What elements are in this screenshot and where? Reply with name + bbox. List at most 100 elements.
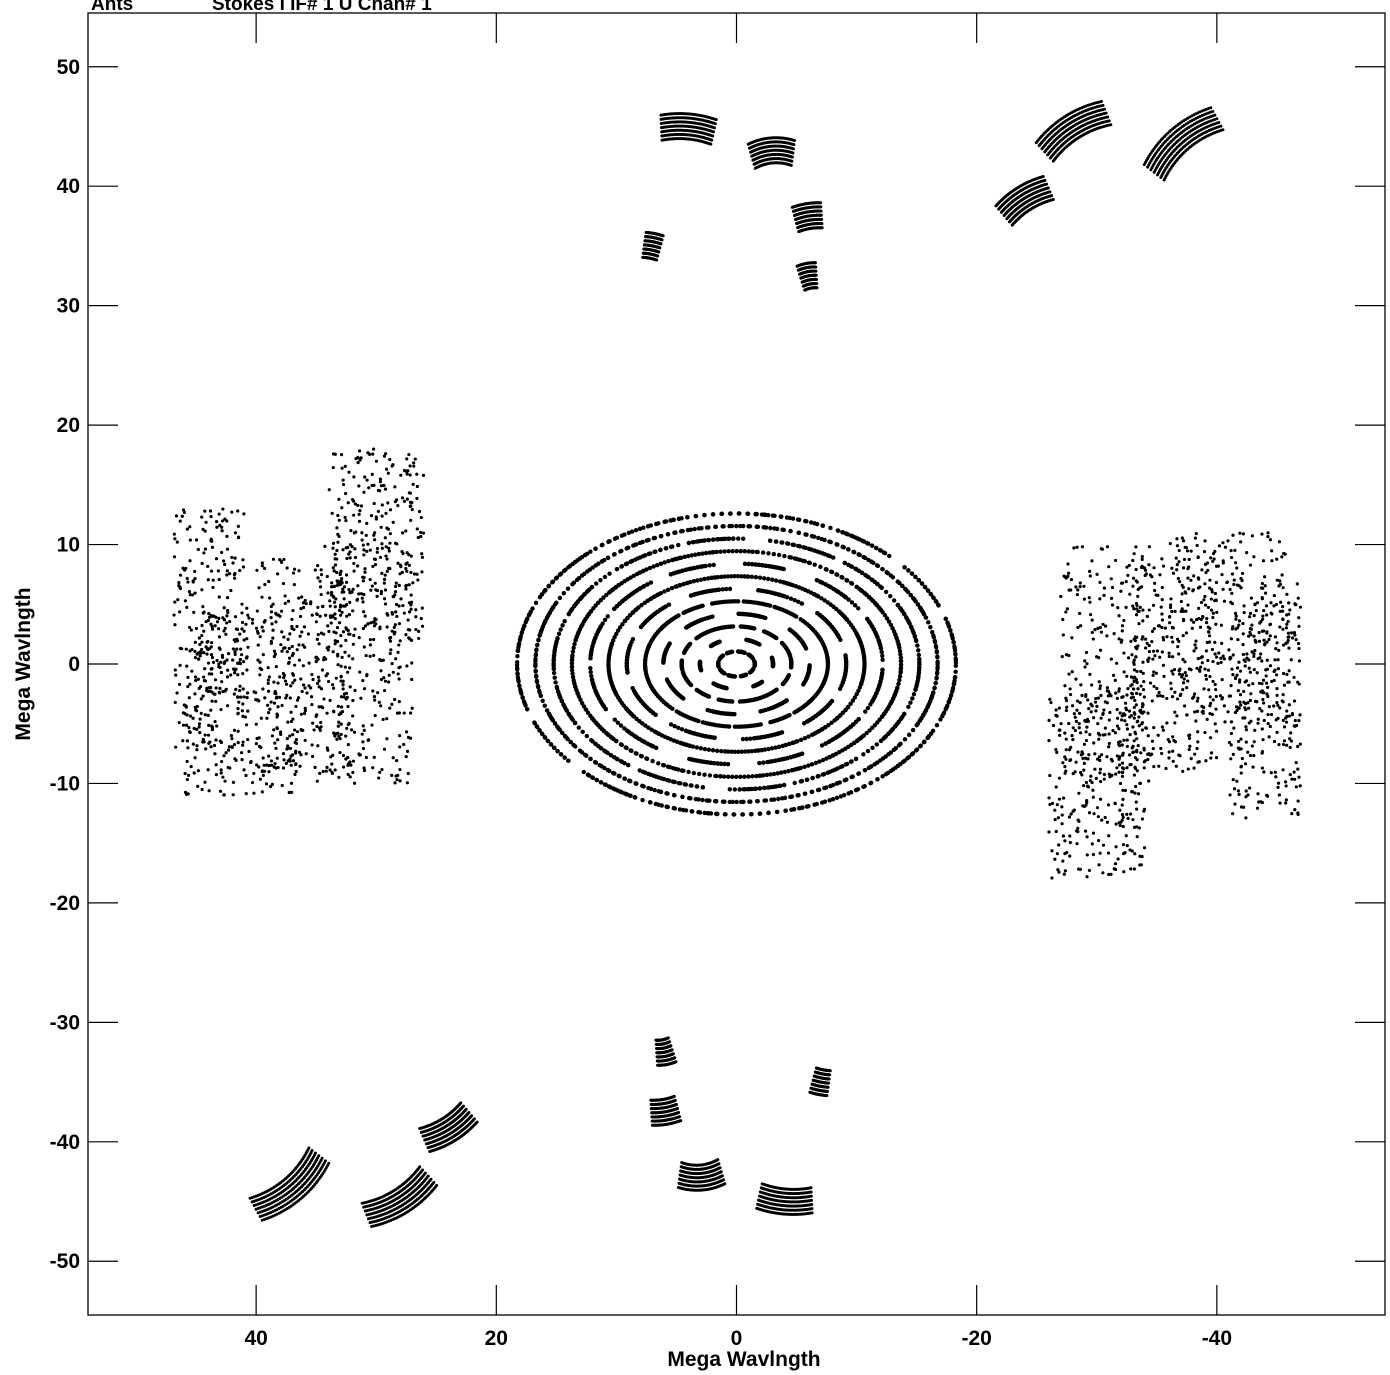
uv-point bbox=[676, 1185, 680, 1189]
uv-point bbox=[225, 573, 229, 577]
uv-point bbox=[241, 687, 245, 691]
uv-point bbox=[233, 650, 237, 654]
uv-point bbox=[205, 640, 209, 644]
uv-point bbox=[678, 1173, 682, 1177]
uv-point bbox=[755, 1206, 759, 1210]
uv-point bbox=[208, 509, 213, 513]
uv-point bbox=[284, 682, 289, 686]
uv-point bbox=[214, 738, 218, 742]
uv-point bbox=[193, 569, 197, 574]
uv-point bbox=[186, 773, 191, 777]
uv-point bbox=[241, 672, 245, 676]
uv-point bbox=[175, 540, 179, 544]
uv-point bbox=[210, 726, 215, 730]
uv-point bbox=[294, 769, 298, 774]
uv-point bbox=[172, 613, 176, 617]
uv-point bbox=[252, 1204, 256, 1208]
uv-point bbox=[177, 580, 181, 585]
uv-point bbox=[240, 709, 244, 713]
uv-point bbox=[206, 661, 211, 665]
uv-point bbox=[178, 573, 183, 577]
uv-point bbox=[192, 726, 196, 731]
uv-point bbox=[236, 673, 240, 677]
uv-point bbox=[196, 651, 201, 655]
uv-point bbox=[242, 512, 246, 516]
uv-point bbox=[216, 569, 220, 573]
uv-point bbox=[191, 742, 195, 746]
uv-point bbox=[200, 623, 204, 628]
uv-point bbox=[368, 1221, 372, 1225]
uv-point bbox=[214, 763, 218, 767]
uv-point bbox=[236, 524, 240, 528]
uv-point bbox=[291, 673, 296, 677]
uv-point bbox=[180, 647, 184, 651]
uv-point bbox=[178, 663, 182, 667]
uv-point bbox=[712, 130, 716, 134]
header-left-label: Ants bbox=[91, 0, 134, 15]
uv-point bbox=[238, 684, 242, 688]
uv-point bbox=[654, 1038, 658, 1042]
uv-point bbox=[267, 754, 271, 758]
uv-point bbox=[1101, 103, 1105, 107]
uv-point bbox=[820, 217, 824, 221]
uv-point bbox=[225, 658, 229, 662]
uv-point bbox=[189, 628, 193, 632]
uv-point bbox=[426, 1146, 430, 1150]
y-tick-label: -20 bbox=[50, 892, 80, 915]
uv-point bbox=[218, 789, 223, 793]
uv-point bbox=[177, 720, 181, 725]
uv-point bbox=[175, 691, 179, 695]
uv-point bbox=[220, 525, 224, 529]
uv-point bbox=[679, 1169, 683, 1173]
uv-point bbox=[1045, 182, 1049, 186]
uv-point bbox=[291, 651, 295, 656]
uv-point bbox=[225, 569, 229, 573]
uv-point bbox=[254, 1207, 258, 1211]
uv-point bbox=[655, 1059, 659, 1063]
uv-point bbox=[212, 692, 216, 696]
uv-point bbox=[260, 625, 264, 629]
uv-point bbox=[657, 250, 661, 254]
uv-point bbox=[214, 699, 218, 703]
y-tick-label: 0 bbox=[68, 653, 80, 676]
uv-point bbox=[789, 163, 793, 167]
uv-point bbox=[220, 529, 224, 533]
uv-point bbox=[202, 678, 206, 683]
uv-point bbox=[236, 535, 241, 539]
uv-point bbox=[209, 685, 213, 690]
uv-point bbox=[193, 640, 197, 644]
uv-point bbox=[235, 627, 240, 632]
uv-point bbox=[811, 1078, 815, 1082]
uv-point bbox=[814, 265, 818, 269]
uv-point bbox=[267, 675, 271, 679]
uv-point bbox=[290, 790, 294, 794]
uv-point bbox=[301, 664, 305, 668]
uv-point bbox=[203, 547, 208, 551]
uv-point bbox=[1219, 124, 1223, 128]
uv-point bbox=[181, 739, 185, 743]
uv-point bbox=[252, 791, 256, 795]
uv-point bbox=[193, 591, 197, 595]
uv-point bbox=[269, 610, 274, 614]
uv-point bbox=[183, 790, 188, 795]
uv-point bbox=[213, 719, 217, 724]
uv-point bbox=[421, 1134, 425, 1138]
uv-point bbox=[209, 569, 214, 573]
uv-point bbox=[198, 730, 202, 735]
uv-point bbox=[269, 616, 273, 620]
uv-point bbox=[1109, 123, 1113, 127]
uv-point bbox=[219, 670, 223, 675]
uv-point bbox=[273, 762, 277, 766]
uv-point bbox=[200, 561, 204, 566]
uv-point bbox=[220, 519, 225, 523]
uv-point bbox=[1221, 128, 1225, 132]
uv-point bbox=[712, 126, 716, 130]
uv-point bbox=[711, 134, 715, 138]
uv-point bbox=[363, 1209, 367, 1213]
uv-point bbox=[200, 588, 204, 592]
uv-point bbox=[213, 752, 217, 756]
uv-point bbox=[288, 734, 292, 738]
uv-point bbox=[211, 660, 216, 664]
uv-point bbox=[196, 677, 200, 681]
